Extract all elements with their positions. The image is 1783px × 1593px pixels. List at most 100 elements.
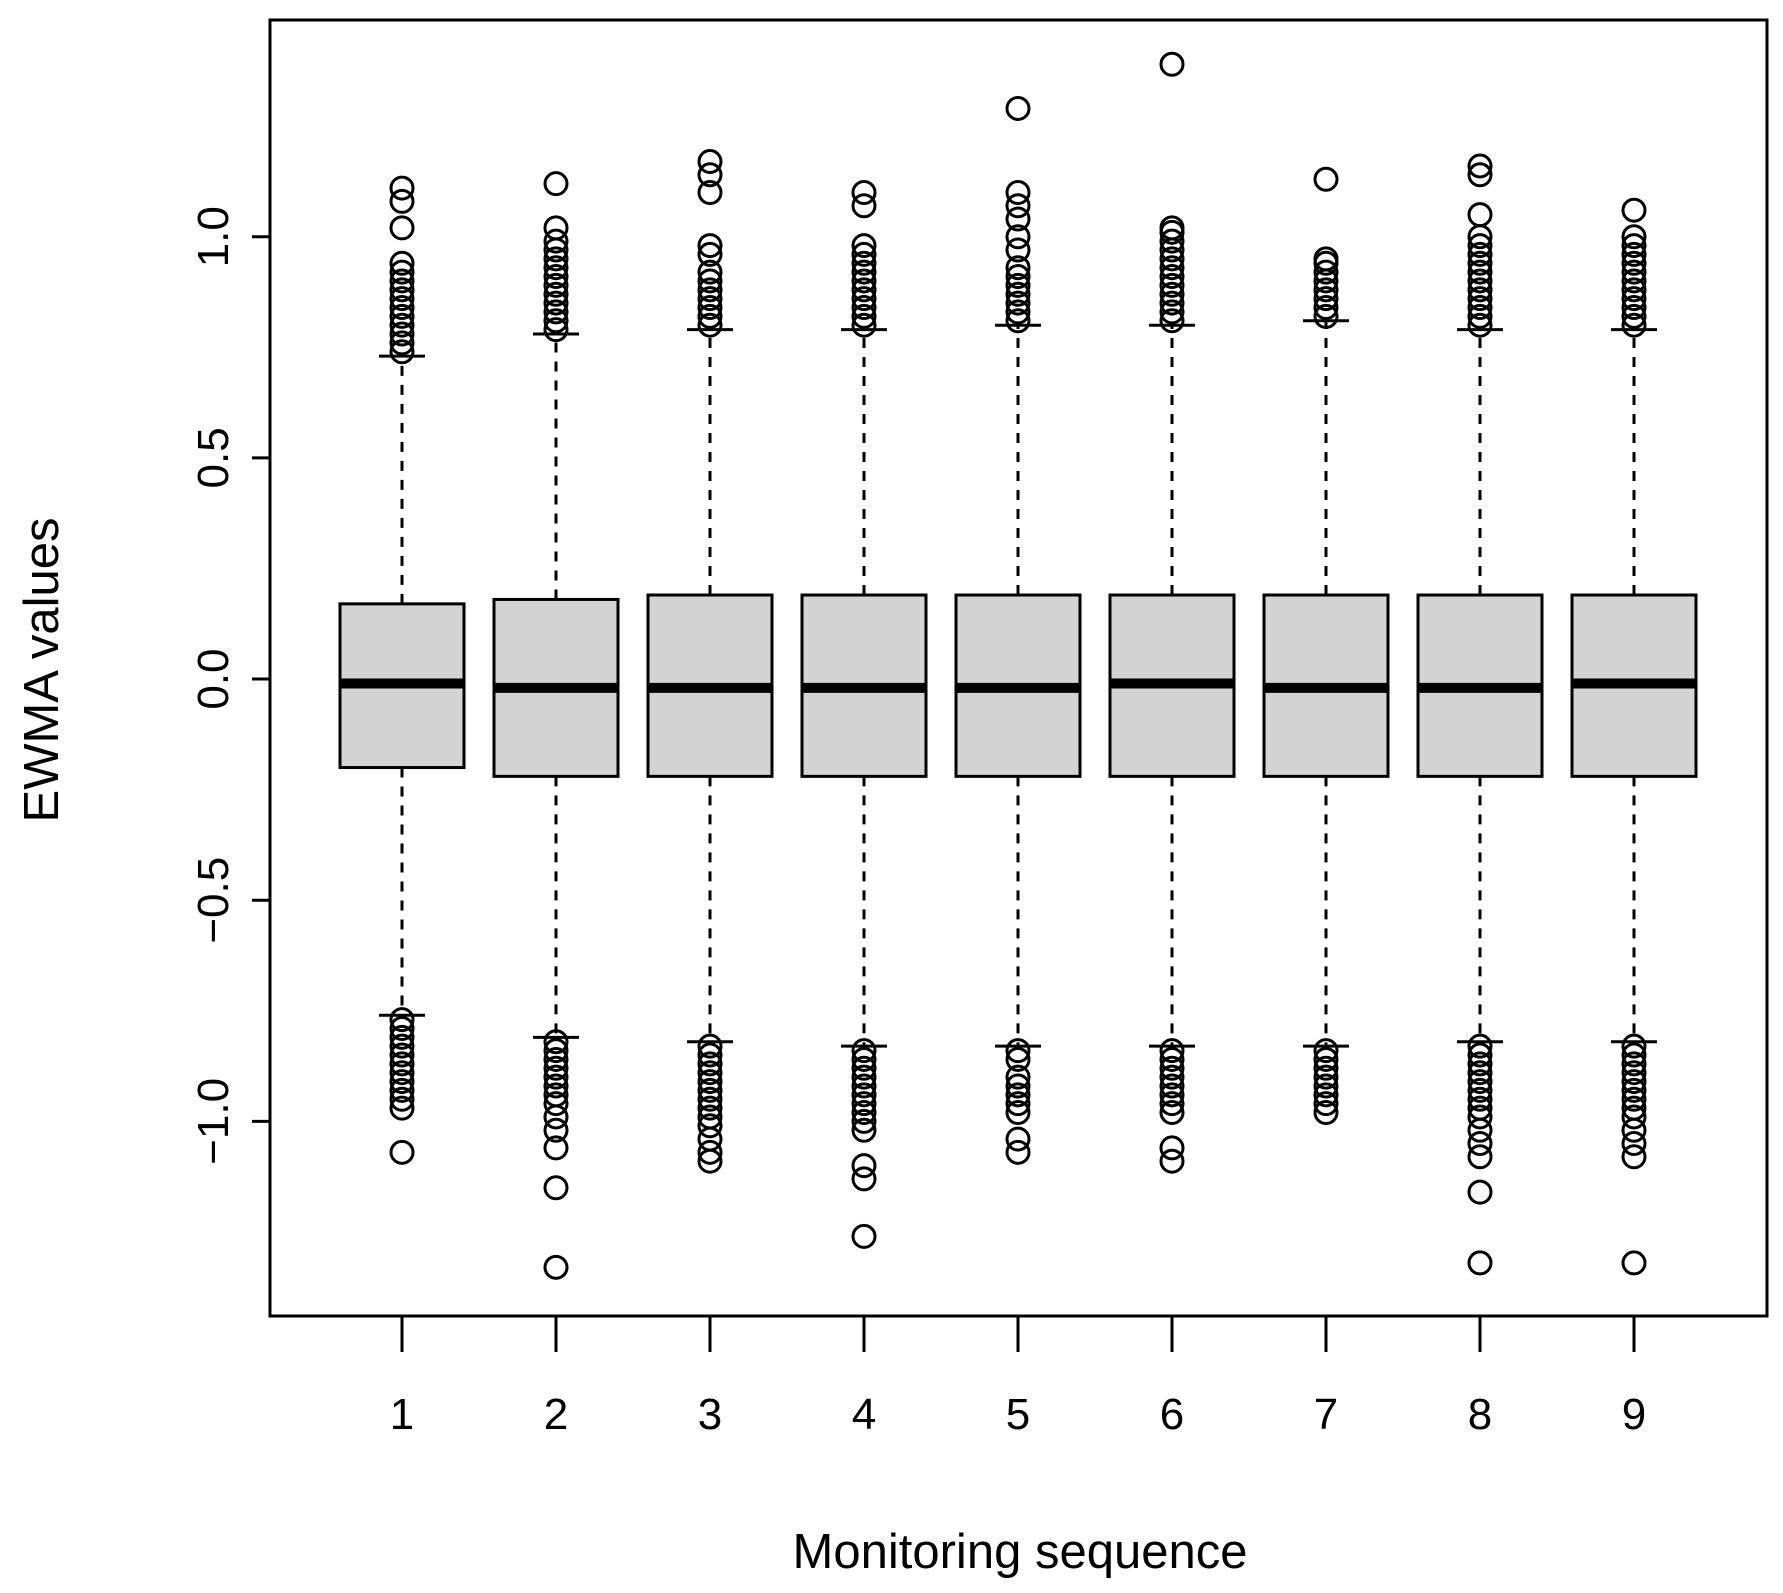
outlier-point [543, 246, 569, 272]
x-tick-label: 2 [544, 1390, 568, 1439]
outlier-point [697, 1148, 723, 1174]
outlier-point [1159, 281, 1185, 307]
outlier-point [1621, 1069, 1647, 1095]
outlier-point [1005, 272, 1031, 298]
y-axis-label: EWMA values [15, 518, 69, 823]
outlier-point [543, 317, 569, 343]
outlier-point [1159, 290, 1185, 316]
outlier-point [1159, 1064, 1185, 1090]
outlier-point [851, 303, 877, 329]
outlier-point [543, 1055, 569, 1081]
outlier-point [851, 312, 877, 338]
outlier-point [851, 1073, 877, 1099]
box-group-1 [338, 175, 466, 1165]
box-group-9 [1570, 197, 1698, 1276]
outlier-point [1159, 1091, 1185, 1117]
outlier-point [1159, 1055, 1185, 1081]
outlier-point [389, 175, 415, 201]
outlier-point [389, 277, 415, 303]
outlier-point [1159, 308, 1185, 334]
outlier-point [543, 290, 569, 316]
outlier-point [543, 1029, 569, 1055]
outlier-point [1005, 206, 1031, 232]
x-tick-label: 1 [390, 1390, 414, 1439]
outlier-point [389, 259, 415, 285]
outlier-point [697, 1042, 723, 1068]
outlier-point [1313, 295, 1339, 321]
outlier-point [543, 171, 569, 197]
outlier-point [1313, 246, 1339, 272]
outlier-point [851, 241, 877, 267]
outlier-point [851, 1055, 877, 1081]
outlier-point [543, 1064, 569, 1090]
outlier-point [1467, 1051, 1493, 1077]
outlier-point [1467, 1077, 1493, 1103]
y-axis: −1.0 −0.5 0.0 0.5 1.0 [189, 206, 270, 1165]
outlier-point [543, 1038, 569, 1064]
outlier-point [543, 1254, 569, 1280]
outlier-point [1467, 1130, 1493, 1156]
outlier-point [1159, 264, 1185, 290]
outlier-point [1621, 1250, 1647, 1276]
outlier-point [1467, 241, 1493, 267]
outlier-point [1159, 215, 1185, 241]
outlier-point [851, 1153, 877, 1179]
outlier-point [697, 303, 723, 329]
outlier-point [1159, 228, 1185, 254]
outlier-point [1467, 1144, 1493, 1170]
outlier-point [851, 1108, 877, 1134]
outlier-point [389, 321, 415, 347]
outlier-point [543, 281, 569, 307]
outlier-point [1313, 1055, 1339, 1081]
outlier-point [1313, 303, 1339, 329]
outlier-point [1159, 255, 1185, 281]
outlier-point [1159, 272, 1185, 298]
outlier-point [1621, 1130, 1647, 1156]
outlier-point [1467, 1086, 1493, 1112]
outlier-point [389, 286, 415, 312]
outlier-point [697, 162, 723, 188]
outlier-point [1467, 1104, 1493, 1130]
y-tick-label: −1.0 [189, 1078, 238, 1165]
outlier-point [851, 1038, 877, 1064]
y-tick-label: 1.0 [189, 206, 238, 267]
outlier-point [1313, 1082, 1339, 1108]
box-group-5 [954, 95, 1082, 1165]
outlier-point [1005, 180, 1031, 206]
outlier-point [389, 1069, 415, 1095]
box-group-4 [800, 180, 928, 1249]
outlier-point [1467, 1117, 1493, 1143]
outlier-point [1467, 1250, 1493, 1276]
outlier-point [697, 286, 723, 312]
outlier-point [697, 1095, 723, 1121]
boxes-layer [338, 51, 1698, 1280]
outlier-point [543, 264, 569, 290]
outlier-point [543, 272, 569, 298]
outlier-point [1621, 224, 1647, 250]
outlier-point [1313, 259, 1339, 285]
outlier-point [697, 1033, 723, 1059]
y-tick-label: 0.0 [189, 648, 238, 709]
outlier-point [697, 259, 723, 285]
outlier-point [697, 1060, 723, 1086]
outlier-point [1159, 1082, 1185, 1108]
outlier-point [851, 268, 877, 294]
outlier-point [389, 1007, 415, 1033]
outlier-point [1005, 299, 1031, 325]
outlier-point [697, 295, 723, 321]
outlier-point [1159, 51, 1185, 77]
outlier-point [543, 228, 569, 254]
outlier-point [389, 250, 415, 276]
outlier-point [389, 1051, 415, 1077]
outlier-point [1005, 290, 1031, 316]
outlier-point [851, 1082, 877, 1108]
outlier-point [851, 233, 877, 259]
outlier-point [1621, 1051, 1647, 1077]
outlier-point [1005, 1091, 1031, 1117]
box-group-3 [646, 149, 774, 1174]
outlier-point [543, 1073, 569, 1099]
outlier-point [1313, 1073, 1339, 1099]
outlier-point [851, 1046, 877, 1072]
outlier-point [1467, 162, 1493, 188]
